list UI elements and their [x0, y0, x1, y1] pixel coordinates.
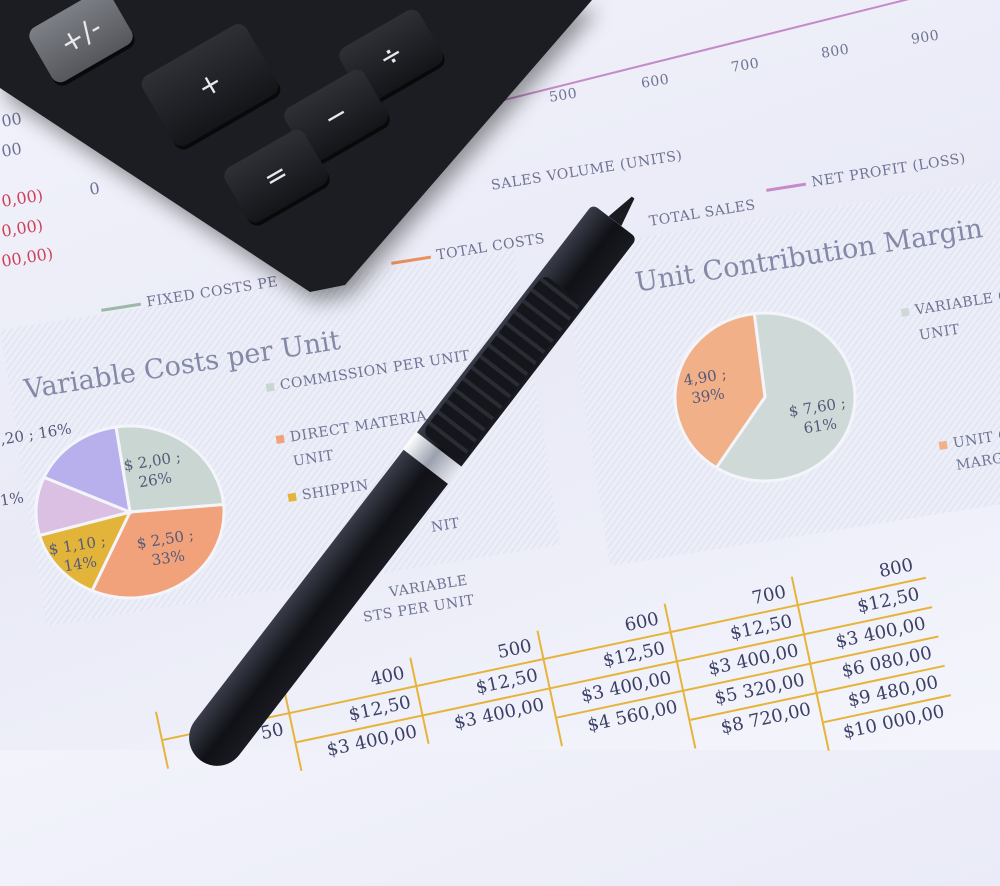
pie-slice: [673, 311, 767, 470]
pie-slice: [37, 509, 133, 593]
variable-costs-pie: [34, 424, 226, 600]
pie-slice: [714, 311, 857, 483]
axis-tick: 700: [730, 55, 761, 76]
axis-tick: 800: [820, 41, 851, 62]
axis-tick: 600: [640, 71, 671, 92]
legend-label: NET PROFIT (LOSS): [810, 150, 967, 191]
legend-swatch: [287, 492, 297, 502]
pie-slice: [114, 424, 226, 514]
axis-tick: 900: [910, 27, 941, 48]
legend-swatch: [766, 182, 806, 192]
legend-swatch: [938, 440, 948, 450]
slice-label: 1%: [0, 488, 25, 510]
legend-swatch: [265, 382, 275, 392]
table-column: 600 $12,50 $3 400,00 $4 560,00: [536, 603, 691, 747]
pie-slice: [41, 425, 132, 515]
legend-label: STS PER UNIT: [362, 592, 476, 626]
legend-swatch: [275, 434, 285, 444]
contribution-pie: [673, 311, 857, 483]
pie-slice: [90, 502, 226, 600]
pen-tip: [609, 193, 640, 227]
legend-swatch: [900, 307, 910, 317]
table-column: 400 $12,50 $3 400,00: [282, 657, 430, 772]
slice-label: 4,90 ; 39%: [682, 364, 728, 408]
table-column: 500 $12,50 $3 400,00: [409, 630, 557, 745]
